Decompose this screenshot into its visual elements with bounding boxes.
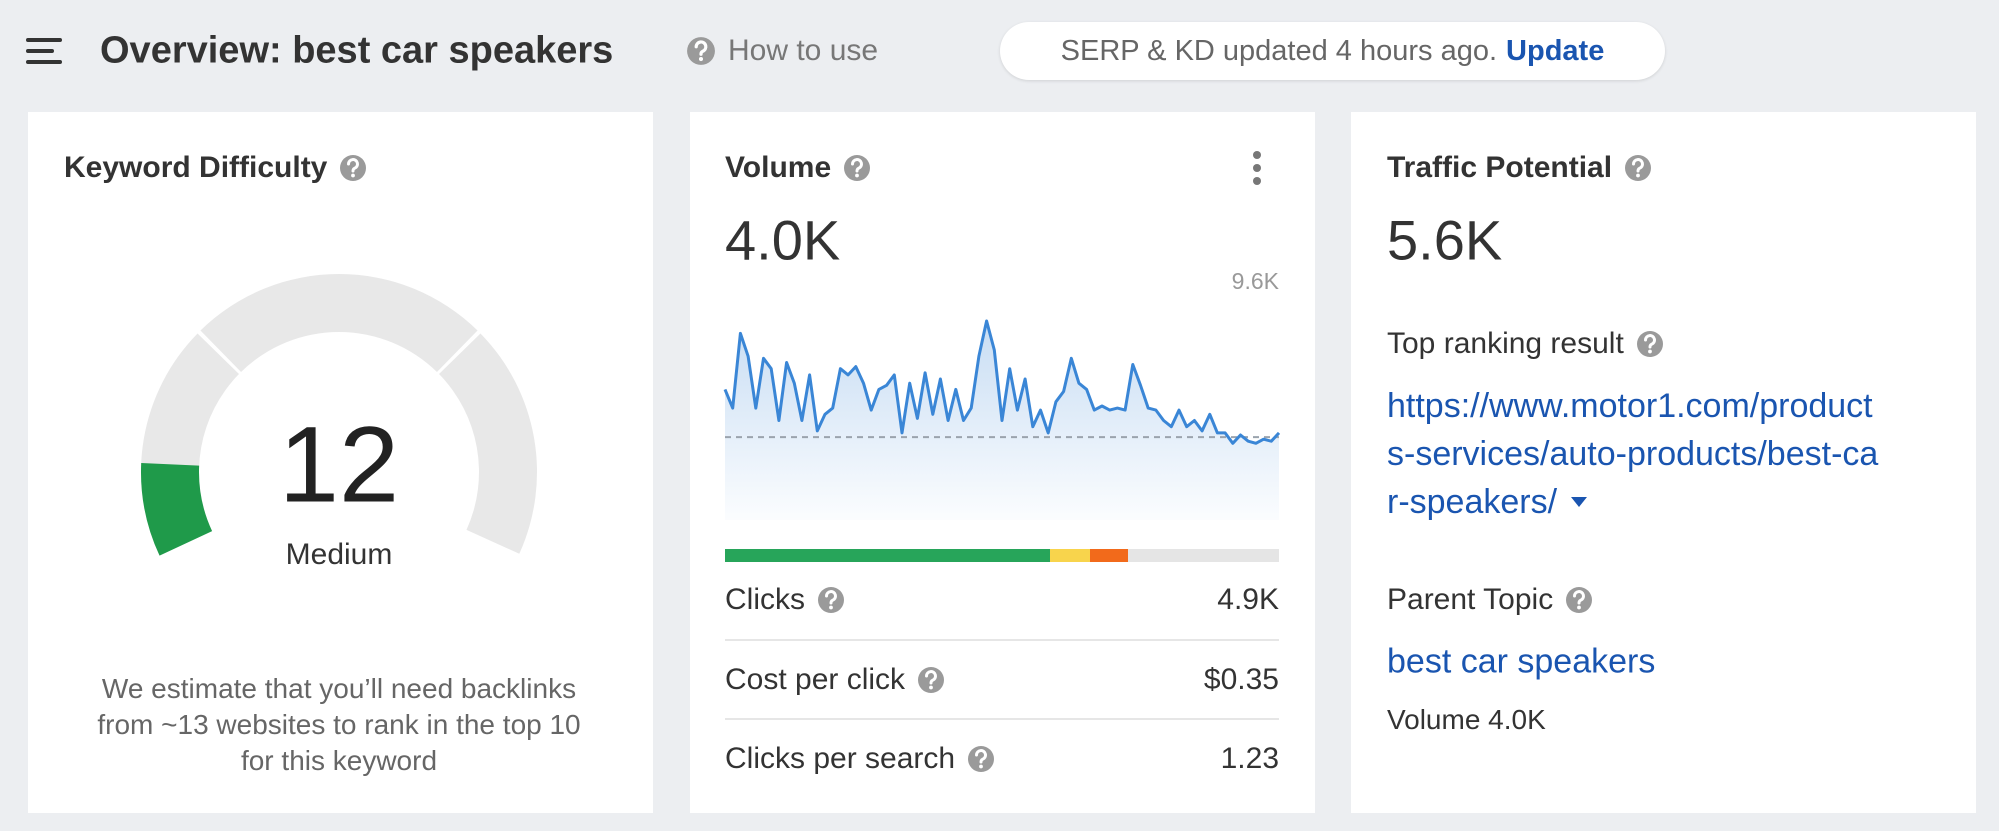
help-dot: [929, 685, 933, 690]
help-glyph[interactable]: [967, 745, 995, 773]
help-dot: [698, 57, 704, 62]
kd-card: Keyword Difficulty 12 Medium We estimate…: [28, 112, 653, 813]
menu-icon[interactable]: [26, 37, 62, 65]
help-icon[interactable]: [686, 36, 716, 66]
help-glyph[interactable]: [843, 154, 871, 182]
status-text: SERP & KD updated 4 hours ago.: [1060, 34, 1498, 67]
card-title: Volume: [725, 151, 832, 184]
help-glyph[interactable]: [1565, 586, 1593, 614]
help-icon[interactable]: [339, 154, 367, 182]
more-menu[interactable]: [1250, 150, 1264, 186]
help-dot: [1636, 173, 1640, 178]
help-mark: [925, 670, 938, 685]
section-label: Parent Topic: [1387, 583, 1593, 617]
help-icon[interactable]: [917, 666, 945, 694]
help-mark: [1573, 590, 1586, 605]
note-line: for this keyword: [240, 745, 438, 776]
url-line[interactable]: s-services/auto-products/best-ca: [1387, 435, 1879, 473]
help-dot: [351, 173, 356, 178]
metric-value: $0.35: [1203, 663, 1279, 696]
status-pill: SERP & KD updated 4 hours ago. Update: [1000, 22, 1665, 80]
help-glyph[interactable]: [339, 154, 367, 182]
top-url[interactable]: https://www.motor1.com/product s-service…: [1387, 382, 1878, 526]
metric-row: Clicks per search 1.23: [725, 742, 1279, 776]
kd-note: We estimate that you’ll need backlinks f…: [97, 671, 580, 779]
help-icon[interactable]: [1565, 586, 1593, 614]
help-icon[interactable]: [843, 154, 871, 182]
parent-topic[interactable]: best car speakers: [1387, 642, 1656, 681]
update-link[interactable]: Update: [1506, 34, 1605, 67]
kd-value: 12: [278, 403, 400, 525]
card-title: Keyword Difficulty: [64, 151, 328, 184]
metric-value: 4.9K: [1217, 583, 1279, 616]
help-icon[interactable]: [817, 586, 845, 614]
help-dot: [1577, 605, 1582, 610]
card-heading: Keyword Difficulty: [64, 151, 367, 185]
page-title: Overview: best car speakers: [100, 29, 614, 72]
help-link[interactable]: How to use: [686, 34, 878, 68]
help-link-text[interactable]: How to use: [728, 34, 879, 67]
label-text: Parent Topic: [1387, 583, 1554, 616]
dropdown-arrow[interactable]: [1571, 497, 1588, 507]
help-dot: [979, 764, 983, 769]
help-dot: [829, 605, 833, 610]
help-dot: [855, 173, 860, 178]
card-heading: Volume: [725, 151, 871, 185]
note-line: We estimate that you’ll need backlinks: [101, 673, 577, 704]
traffic-card: Traffic Potential 5.6K Top ranking resul…: [1351, 112, 1976, 813]
help-glyph[interactable]: [1636, 330, 1664, 358]
metric-label: Clicks per search: [725, 742, 956, 775]
section-label: Top ranking result: [1387, 327, 1664, 361]
traffic-value: 5.6K: [1387, 208, 1503, 272]
help-mark: [825, 590, 837, 605]
kd-level: Medium: [285, 538, 393, 571]
help-mark: [694, 40, 708, 56]
url-line[interactable]: r-speakers/: [1387, 483, 1558, 521]
volume-card: Volume 4.0K Clicks 4.9K Cost per click $…: [690, 112, 1315, 813]
url-line[interactable]: https://www.motor1.com/product: [1387, 387, 1873, 425]
help-mark: [975, 749, 988, 764]
volume-value: 4.0K: [725, 208, 841, 272]
metric-row: Cost per click $0.35: [725, 663, 1279, 697]
help-mark: [347, 158, 360, 173]
help-glyph[interactable]: [917, 666, 945, 694]
metric-label: Clicks: [725, 583, 805, 616]
help-dot: [1647, 349, 1652, 354]
note-line: from ~13 websites to rank in the top 10: [97, 709, 581, 740]
help-icon[interactable]: [1636, 330, 1664, 358]
metric-label: Cost per click: [725, 663, 906, 696]
metric-value: 1.23: [1220, 742, 1279, 775]
card-title: Traffic Potential: [1387, 151, 1613, 184]
help-icon[interactable]: [1624, 154, 1652, 182]
metric-row: Clicks 4.9K: [725, 583, 1279, 617]
help-icon[interactable]: [967, 745, 995, 773]
help-mark: [1632, 158, 1645, 173]
parent-volume: Volume 4.0K: [1387, 704, 1546, 735]
help-glyph[interactable]: [686, 36, 716, 66]
card-heading: Traffic Potential: [1387, 151, 1652, 185]
help-mark: [1643, 334, 1656, 349]
label-text: Top ranking result: [1387, 327, 1624, 360]
help-glyph[interactable]: [817, 586, 845, 614]
help-glyph[interactable]: [1624, 154, 1652, 182]
help-mark: [851, 158, 864, 173]
